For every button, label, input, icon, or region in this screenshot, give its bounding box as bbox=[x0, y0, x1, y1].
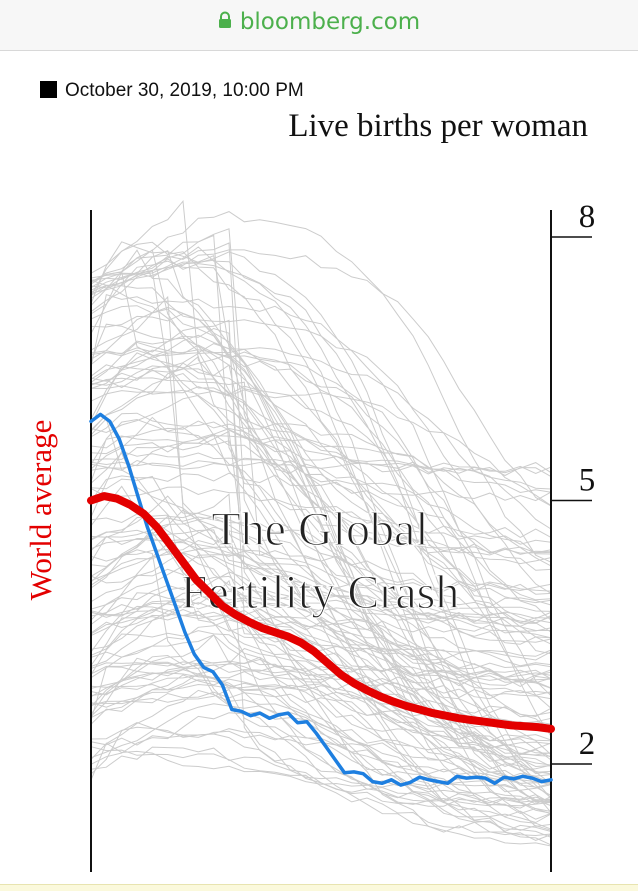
country-line bbox=[90, 602, 552, 677]
country-line bbox=[90, 306, 552, 775]
country-line bbox=[90, 587, 552, 670]
country-line bbox=[90, 548, 552, 645]
country-line bbox=[90, 418, 552, 502]
country-line bbox=[90, 211, 552, 563]
series-label-world-average: World average bbox=[23, 420, 58, 601]
country-line bbox=[90, 548, 552, 807]
country-line bbox=[90, 389, 552, 709]
chart-title-line: The Global bbox=[211, 503, 428, 556]
country-line bbox=[90, 364, 552, 627]
y-tick-label: 8 bbox=[579, 199, 596, 235]
series-line-world-average bbox=[87, 492, 555, 733]
country-line bbox=[90, 260, 552, 827]
country-line bbox=[90, 352, 552, 645]
country-line bbox=[90, 347, 552, 530]
series-line-highlight bbox=[89, 412, 553, 787]
country-line bbox=[90, 366, 552, 478]
country-line bbox=[90, 457, 552, 494]
country-line bbox=[90, 703, 552, 831]
country-line bbox=[90, 630, 552, 785]
country-line bbox=[90, 531, 552, 592]
country-line bbox=[90, 472, 552, 571]
country-line bbox=[90, 249, 552, 507]
country-line bbox=[90, 440, 552, 554]
country-line bbox=[90, 251, 552, 785]
country-line bbox=[90, 475, 552, 718]
country-line bbox=[90, 666, 552, 820]
y-tick-label: 2 bbox=[579, 726, 596, 762]
bottom-toolbar bbox=[0, 884, 638, 891]
country-line bbox=[90, 600, 552, 682]
country-line bbox=[90, 688, 552, 824]
country-line bbox=[90, 249, 552, 545]
browser-url-bar[interactable]: bloomberg.com bbox=[0, 0, 638, 51]
country-line bbox=[90, 746, 552, 832]
country-line bbox=[90, 241, 552, 595]
country-line bbox=[90, 258, 552, 799]
y-axis-label: Live births per woman bbox=[288, 108, 588, 144]
y-tick-label: 5 bbox=[579, 463, 596, 499]
country-line bbox=[90, 353, 552, 621]
country-line bbox=[90, 279, 552, 689]
country-line bbox=[90, 529, 552, 624]
country-line bbox=[90, 246, 552, 633]
country-line bbox=[90, 589, 552, 689]
country-line bbox=[90, 679, 552, 728]
lock-icon bbox=[218, 11, 232, 34]
country-line bbox=[90, 647, 552, 757]
country-line bbox=[90, 721, 552, 791]
country-line bbox=[90, 412, 552, 803]
country-line bbox=[90, 568, 552, 742]
article-timestamp: October 30, 2019, 10:00 PM bbox=[40, 80, 304, 102]
country-line bbox=[90, 656, 552, 815]
timestamp-text: October 30, 2019, 10:00 PM bbox=[65, 80, 304, 101]
country-line bbox=[90, 295, 552, 807]
country-line bbox=[90, 654, 552, 814]
country-line bbox=[90, 746, 552, 803]
series-lines bbox=[87, 412, 555, 787]
y-ticks: 8 5 2 bbox=[551, 199, 596, 765]
country-line bbox=[90, 669, 552, 707]
country-line bbox=[90, 430, 552, 624]
country-line bbox=[90, 608, 552, 755]
country-line bbox=[90, 711, 552, 771]
url-domain[interactable]: bloomberg.com bbox=[239, 9, 421, 35]
country-line bbox=[90, 634, 552, 742]
country-line bbox=[90, 495, 552, 838]
country-line bbox=[90, 605, 552, 815]
country-line bbox=[90, 305, 552, 756]
country-line bbox=[90, 249, 552, 556]
country-line bbox=[90, 242, 552, 684]
country-lines bbox=[90, 199, 552, 847]
country-line bbox=[90, 662, 552, 803]
country-line bbox=[90, 199, 552, 538]
country-line bbox=[90, 394, 552, 474]
country-line bbox=[90, 619, 552, 766]
chart-title-line: Fertility Crash bbox=[181, 566, 460, 619]
country-line bbox=[90, 691, 552, 796]
country-line bbox=[90, 327, 552, 759]
country-line bbox=[90, 579, 552, 657]
country-line bbox=[90, 662, 552, 841]
country-line bbox=[90, 614, 552, 731]
country-line bbox=[90, 385, 552, 506]
country-line bbox=[90, 531, 552, 847]
country-line bbox=[90, 608, 552, 768]
country-line bbox=[90, 269, 552, 624]
timestamp-square-icon bbox=[40, 81, 57, 98]
country-line bbox=[90, 343, 552, 775]
